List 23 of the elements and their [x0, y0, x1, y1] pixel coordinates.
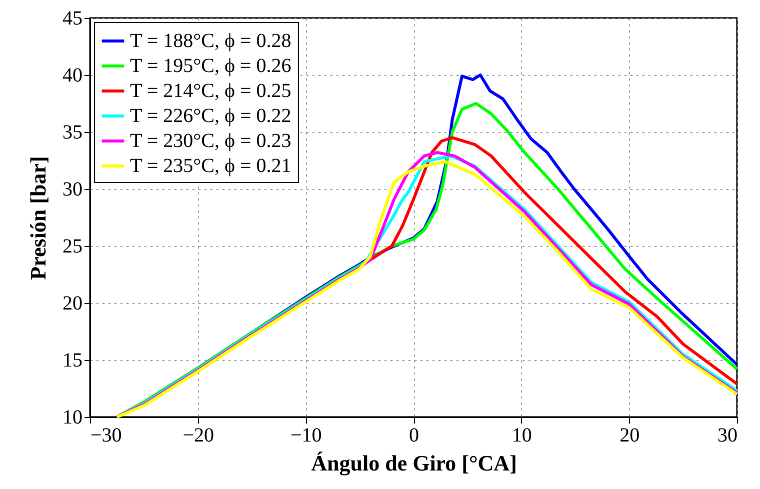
legend-label: T = 230°C, ϕ = 0.23 [130, 130, 292, 152]
y-tick-label: 10 [62, 406, 82, 428]
y-tick-label: 25 [62, 236, 82, 258]
x-tick-label: −20 [182, 424, 214, 446]
x-tick-label: 30 [718, 424, 738, 446]
x-axis-title: Ángulo de Giro [°CA] [311, 450, 517, 476]
legend-label: T = 188°C, ϕ = 0.28 [130, 30, 292, 52]
legend-label: T = 214°C, ϕ = 0.25 [130, 80, 292, 102]
y-axis-title: Presión [bar] [26, 156, 50, 280]
y-tick-label: 40 [62, 64, 82, 86]
y-tick-label: 45 [62, 8, 82, 30]
y-tick-label: 35 [62, 122, 82, 144]
x-tick-label: 0 [409, 424, 419, 446]
y-tick-label: 20 [62, 292, 82, 314]
legend-label: T = 235°C, ϕ = 0.21 [130, 155, 292, 177]
legend-label: T = 195°C, ϕ = 0.26 [130, 55, 292, 77]
x-tick-label: 20 [620, 424, 640, 446]
x-tick-label: −10 [290, 424, 322, 446]
y-tick-label: 15 [62, 350, 82, 372]
x-tick-label: 10 [512, 424, 532, 446]
x-tick-label: −30 [90, 424, 122, 446]
y-tick-label: 30 [62, 178, 82, 200]
legend-label: T = 226°C, ϕ = 0.22 [130, 105, 292, 127]
